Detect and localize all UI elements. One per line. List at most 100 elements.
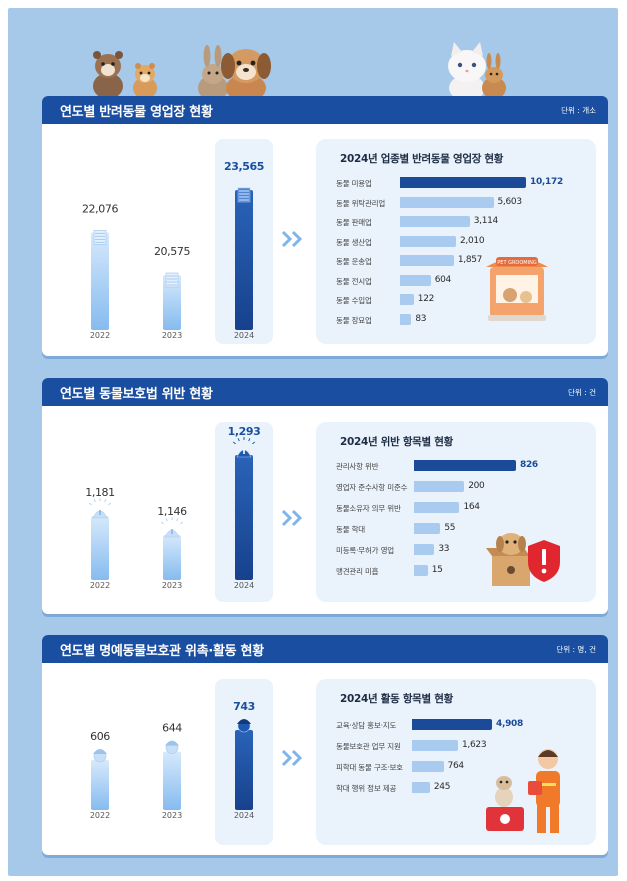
panel-header: 연도별 반려동물 영업장 현황 단위 : 개소 [42, 96, 608, 124]
panel-honorary-officers: 연도별 명예동물보호관 위촉·활동 현황 단위 : 명, 건 606 2022 64… [42, 635, 608, 855]
pet-grooming-shop-icon: PET GROOMING [486, 257, 548, 321]
year-label-2023: 2023 [162, 581, 182, 590]
breakdown-value: 122 [417, 294, 435, 304]
column-2022 [91, 760, 109, 810]
breakdown-title: 2024년 위반 항목별 현황 [340, 436, 453, 448]
breakdown-value: 55 [444, 523, 456, 533]
pet-animals-illustration [93, 42, 506, 102]
unit-label: 단위 : 개소 [561, 106, 596, 115]
breakdown-value: 33 [438, 544, 450, 554]
breakdown-bar [412, 761, 444, 772]
breakdown-bar [400, 294, 414, 305]
breakdown-label: 동물보호관 업무 지원 [336, 742, 401, 751]
column-value-2022: 22,076 [82, 202, 118, 215]
breakdown-label: 동물 운송업 [336, 257, 372, 266]
year-label-2022: 2022 [90, 581, 110, 590]
unit-label: 단위 : 명, 건 [556, 645, 596, 654]
year-label-2023: 2023 [162, 331, 182, 340]
breakdown-value: 83 [415, 313, 427, 324]
breakdown-bar [412, 782, 430, 793]
breakdown-bar [412, 719, 492, 730]
column-2023 [163, 535, 181, 580]
rabbit-icon [198, 45, 228, 101]
person-icon [237, 719, 251, 733]
column-value-2023: 1,146 [157, 505, 187, 518]
breakdown-value: 200 [468, 481, 485, 491]
breakdown-label: 미등록·무허가 영업 [336, 546, 394, 555]
breakdown-value: 10,172 [530, 177, 563, 187]
yearly-column-chart: 1,181 2022 1,146 2023 1,293 2024 [85, 425, 261, 590]
breakdown-label: 맹견관리 미흡 [336, 567, 379, 576]
column-2023 [163, 275, 181, 330]
year-label-2024: 2024 [234, 811, 254, 820]
building-icon [93, 230, 107, 245]
breakdown-value: 3,114 [473, 216, 499, 226]
breakdown-value: 4,908 [496, 719, 523, 729]
breakdown-label: 동물 전시업 [336, 276, 372, 286]
breakdown-label: 교육·상담 홍보·지도 [336, 721, 397, 730]
alarm-icon [160, 517, 184, 538]
arrow-icon [281, 230, 303, 248]
breakdown-label: 관리사항 위반 [336, 462, 379, 471]
alarm-icon [88, 497, 112, 519]
breakdown-bar [414, 502, 460, 513]
breakdown-label: 동물 장묘업 [336, 315, 372, 325]
breakdown-bar [414, 460, 516, 471]
breakdown-box: 2024년 업종별 반려동물 영업장 현황 PET GROOMING 동물 미용… [316, 139, 596, 344]
ferret-icon [93, 51, 123, 99]
breakdown-value: 164 [463, 502, 480, 512]
yearly-column-chart: 22,076 2022 20,575 2023 23,565 2024 [82, 160, 264, 340]
breakdown-label: 영업자 준수사항 미준수 [336, 483, 408, 492]
year-label-2023: 2023 [162, 811, 182, 820]
breakdown-value: 826 [520, 460, 538, 470]
column-2024 [235, 455, 253, 580]
person-icon [165, 740, 179, 754]
infographic-page: 연도별 반려동물 영업장 현황 단위 : 개소 22,076 2022 20,575… [8, 8, 618, 876]
breakdown-bar [400, 255, 454, 266]
person-icon [93, 749, 107, 763]
breakdown-bar [412, 740, 458, 751]
breakdown-value: 604 [434, 274, 452, 285]
breakdown-label: 동물 학대 [336, 525, 365, 534]
breakdown-value: 2,010 [460, 235, 485, 246]
yearly-column-chart: 606 2022 644 2023 743 2024 [90, 700, 255, 820]
column-2022 [91, 515, 109, 580]
breakdown-value: 1,857 [457, 255, 483, 265]
svg-text:PET GROOMING: PET GROOMING [497, 260, 537, 266]
panel-pet-business: 연도별 반려동물 영업장 현황 단위 : 개소 22,076 2022 20,575… [42, 96, 608, 356]
column-2023 [163, 751, 181, 810]
breakdown-label: 피학대 동물 구조·보호 [336, 763, 403, 772]
panel-law-violation: 연도별 동물보호법 위반 현황 단위 : 건 1,181 2022 1,146 202… [42, 378, 608, 614]
year-label-2024: 2024 [234, 331, 254, 340]
breakdown-bar [400, 216, 470, 227]
breakdown-label: 동물 위탁관리업 [336, 198, 386, 208]
hamster-icon [133, 63, 157, 99]
breakdown-bar [400, 274, 431, 286]
breakdown-label: 동물 수입업 [336, 296, 372, 305]
breakdown-title: 2024년 업종별 반려동물 영업장 현황 [340, 153, 504, 165]
column-2022 [91, 232, 109, 330]
breakdown-label: 학대 행위 정보 제공 [336, 784, 397, 793]
breakdown-label: 동물 미용업 [336, 179, 372, 188]
breakdown-label: 동물 판매업 [336, 218, 372, 227]
breakdown-bar [414, 523, 441, 534]
building-icon [237, 187, 251, 203]
column-value-2023: 644 [162, 722, 182, 735]
kitten-icon [448, 42, 486, 101]
bunny-icon [482, 53, 506, 99]
breakdown-value: 245 [433, 782, 451, 792]
arrow-icon [281, 509, 303, 527]
breakdown-bar [400, 313, 412, 325]
unit-label: 단위 : 건 [568, 388, 596, 397]
puppy-box-warning-icon [486, 533, 560, 586]
panel-header: 연도별 동물보호법 위반 현황 단위 : 건 [42, 378, 608, 406]
column-value-2022: 1,181 [85, 486, 115, 499]
panel-title: 연도별 명예동물보호관 위촉·활동 현황 [60, 644, 264, 659]
breakdown-value: 764 [447, 761, 465, 771]
column-2024 [235, 190, 253, 330]
year-label-2024: 2024 [234, 581, 254, 590]
column-2024 [235, 730, 253, 810]
breakdown-label: 동물소유자 의무 위반 [336, 504, 401, 513]
breakdown-box: 2024년 위반 항목별 현황 관리사항 위반 826 영업자 준수사항 미준수 20… [316, 422, 596, 602]
column-value-2024: 23,565 [224, 160, 264, 173]
